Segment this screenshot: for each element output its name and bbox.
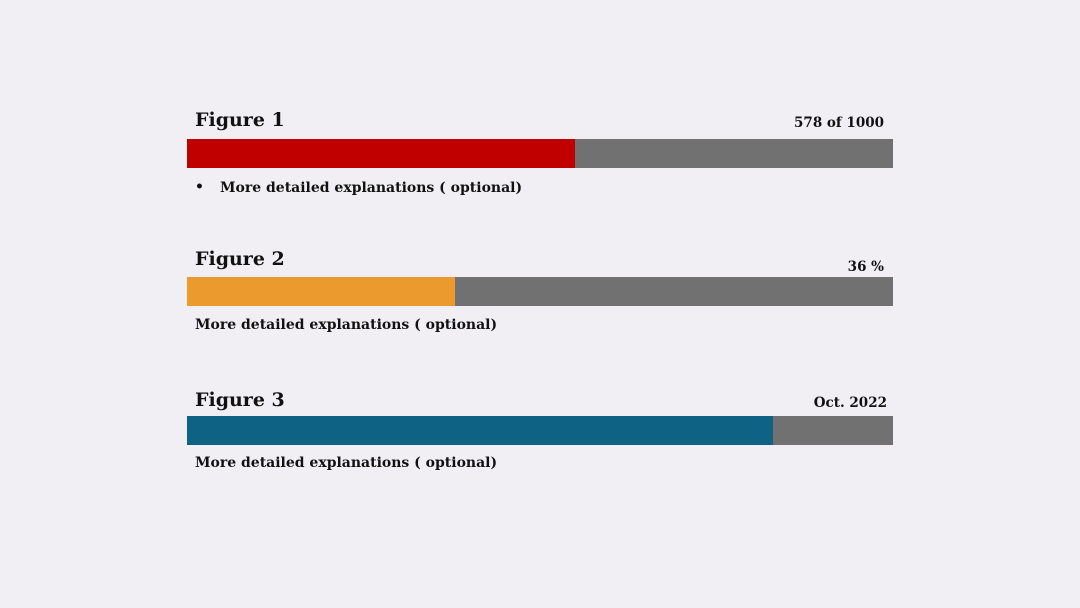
progress-fill [187, 139, 576, 168]
progress-fill [187, 277, 456, 306]
figure-title: Figure 1 [195, 109, 285, 131]
figure-title: Figure 2 [195, 248, 285, 270]
progress-track [187, 277, 893, 306]
figure-value-label: 36 % [847, 259, 884, 275]
figure-value-label: 578 of 1000 [794, 115, 884, 131]
bullet-icon: • [195, 179, 204, 195]
figure-note: More detailed explanations ( optional) [195, 317, 498, 333]
figure-title: Figure 3 [195, 389, 285, 411]
progress-track [187, 139, 893, 168]
figure-value-label: Oct. 2022 [813, 395, 887, 411]
progress-fill [187, 416, 773, 445]
progress-track [187, 416, 893, 445]
figure-note: More detailed explanations ( optional) [220, 180, 523, 196]
figure-note: More detailed explanations ( optional) [195, 455, 498, 471]
